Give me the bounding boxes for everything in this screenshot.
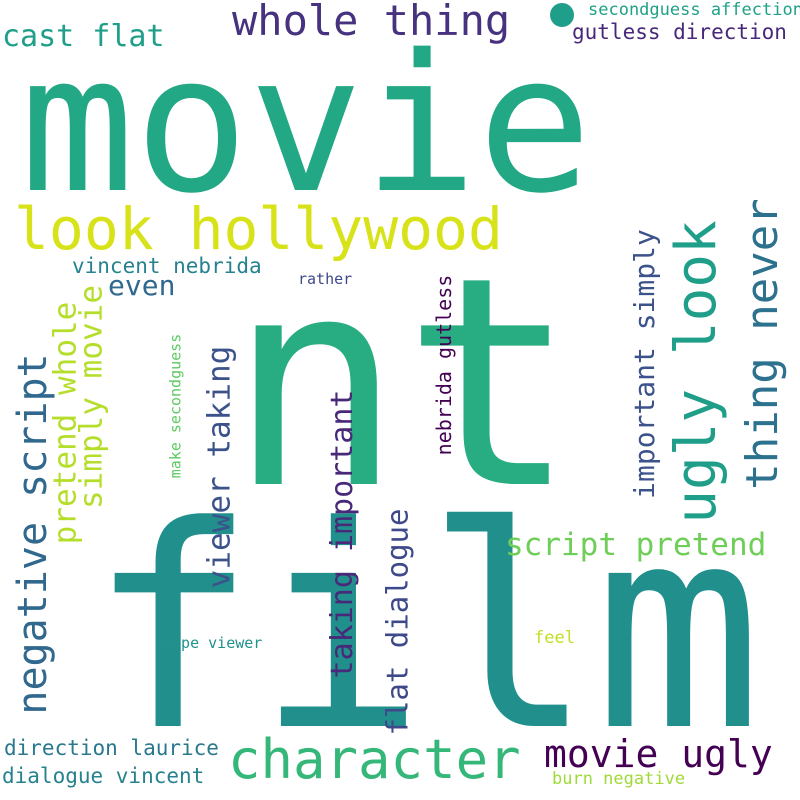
word-film: film xyxy=(88,467,763,793)
word-dupe-viewer: dupe viewer xyxy=(163,634,263,652)
word-nebrida-gutless: nebrida gutless xyxy=(432,274,456,456)
word-even: even xyxy=(108,269,176,302)
word-viewer-taking: viewer taking xyxy=(201,345,238,589)
word-thing-never: thing never xyxy=(737,198,788,490)
word-simply-movie: simply movie xyxy=(73,285,110,509)
word-feel: feel xyxy=(534,628,575,648)
word-nt: nt xyxy=(228,216,578,553)
word-make-secondguess: make secondguess xyxy=(166,333,185,479)
word-rather: rather xyxy=(298,270,353,288)
word-secondguess-affection: secondguess affection xyxy=(588,0,800,20)
word-movie-ugly: movie ugly xyxy=(544,732,773,776)
word-gutless-direction: gutless direction xyxy=(572,20,787,44)
word-cast-flat: cast flat xyxy=(2,19,165,54)
word-direction-laurice: direction laurice xyxy=(4,736,219,760)
word-burn-negative: burn negative xyxy=(552,769,686,789)
word-character: character xyxy=(228,728,521,791)
word-dot xyxy=(550,3,574,27)
word-important-simply: important simply xyxy=(628,229,661,499)
word-movie: movie xyxy=(20,14,592,235)
word-ugly-look: ugly look xyxy=(664,220,729,524)
word-dialogue-vincent: dialogue vincent xyxy=(2,764,205,788)
word-taking-important: taking important xyxy=(325,389,360,679)
word-look-hollywood: look hollywood xyxy=(14,195,503,263)
word-script-pretend: script pretend xyxy=(505,527,767,563)
word-whole-thing: whole thing xyxy=(232,0,511,45)
word-vincent-nebrida: vincent nebrida xyxy=(72,254,262,278)
word-flat-dialogue: flat dialogue xyxy=(380,508,415,736)
